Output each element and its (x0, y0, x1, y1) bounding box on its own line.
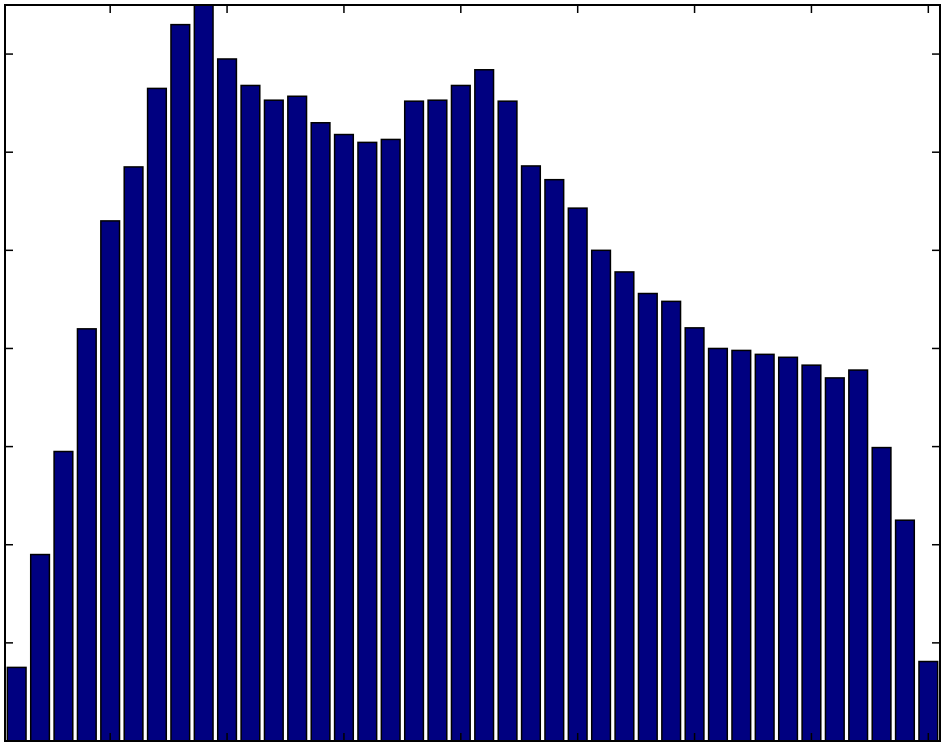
bar (170, 23, 191, 741)
bar (684, 327, 705, 741)
bar (590, 249, 612, 741)
bar (53, 450, 74, 741)
bar (848, 369, 869, 741)
bar (6, 666, 27, 741)
bar (871, 446, 892, 741)
bar (333, 133, 355, 741)
bar (731, 349, 752, 741)
bar (824, 377, 845, 741)
bars-layer (6, 5, 939, 741)
bar (918, 660, 939, 741)
bar (287, 95, 308, 741)
bar (380, 138, 401, 741)
bar (403, 100, 425, 741)
bar (263, 99, 284, 741)
bar (894, 519, 916, 741)
bar (357, 141, 378, 741)
axes-frame (4, 4, 941, 742)
bar (240, 84, 261, 741)
bar (520, 165, 542, 741)
bar (661, 300, 682, 741)
bar (193, 5, 214, 741)
bar (637, 292, 658, 741)
bar (544, 178, 565, 741)
bar (450, 84, 471, 741)
bar (310, 122, 331, 741)
bar (76, 328, 97, 741)
bar (100, 220, 121, 741)
bar (754, 353, 775, 741)
bar (801, 364, 822, 741)
bar (146, 87, 168, 741)
bar (123, 166, 144, 741)
bar (777, 356, 799, 741)
bar (614, 271, 635, 741)
bar (216, 58, 238, 741)
bar (474, 69, 495, 741)
ticks-layer (5, 5, 940, 741)
bar (427, 99, 448, 741)
bar (707, 347, 729, 741)
bar (29, 553, 51, 741)
bar (497, 100, 518, 741)
bar (567, 207, 588, 741)
